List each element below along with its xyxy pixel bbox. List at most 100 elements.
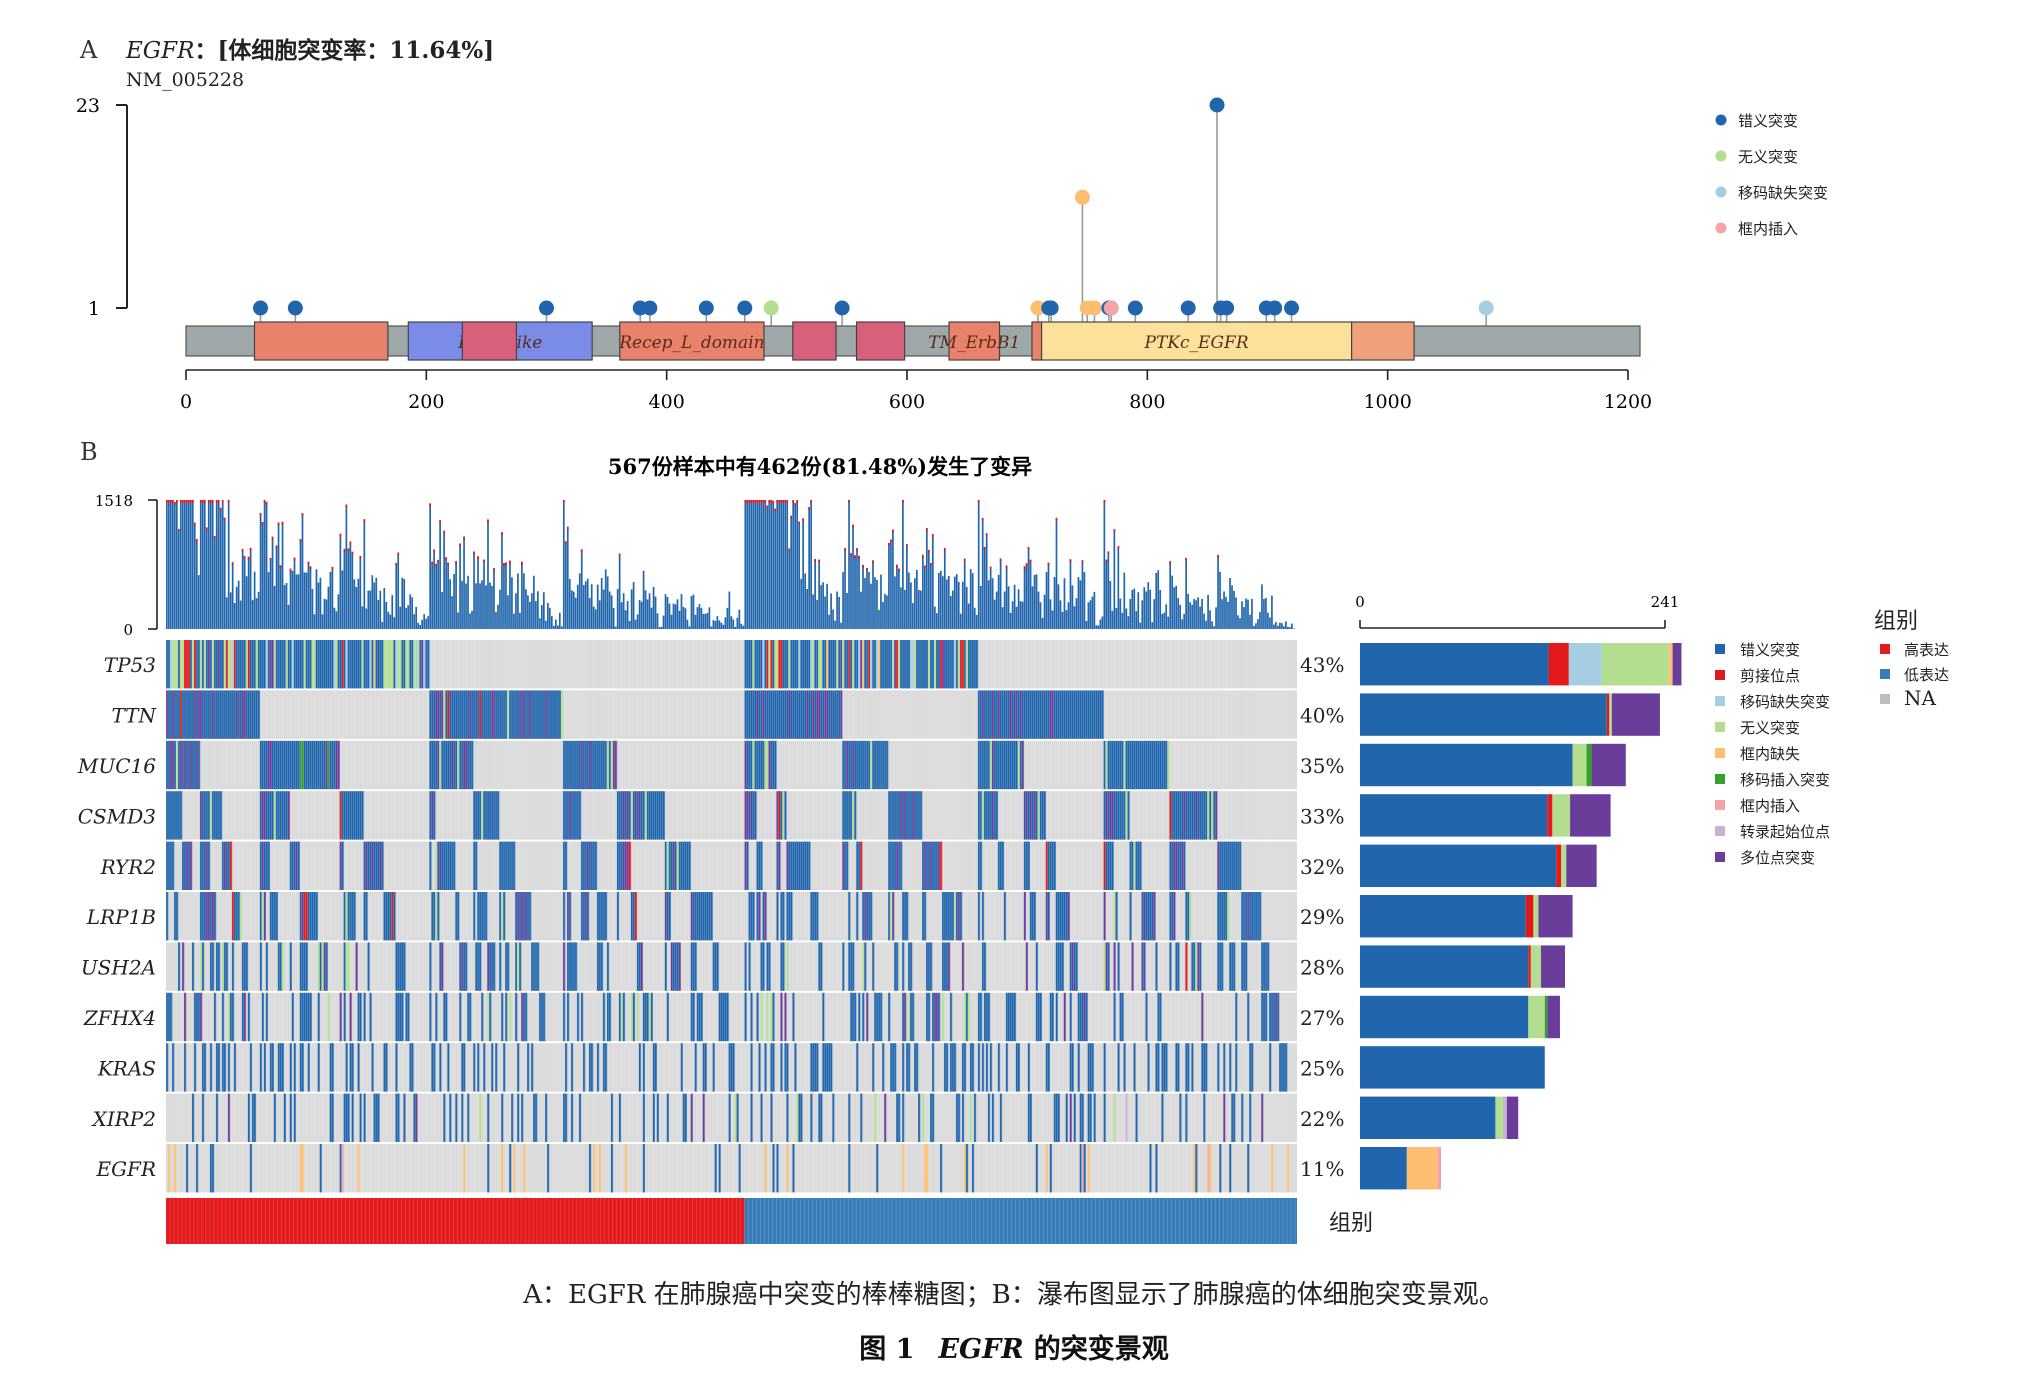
oncoplot-cell	[941, 892, 945, 941]
oncoplot-cell	[798, 841, 801, 890]
tmb-bar	[810, 500, 812, 629]
oncoplot-cell	[439, 942, 442, 991]
oncoplot-cell	[281, 640, 284, 689]
oncoplot-cell	[1025, 942, 1029, 991]
oncoplot-cell	[1149, 892, 1152, 941]
tmb-bar	[323, 598, 326, 629]
oncoplot-cell	[1047, 690, 1050, 739]
tmb-bar	[652, 586, 655, 629]
tmb-bar	[1241, 601, 1243, 629]
oncoplot-cell	[634, 791, 638, 840]
oncoplot-cell	[349, 791, 352, 840]
oncoplot-cell	[475, 841, 478, 890]
side-bar-segment	[1360, 643, 1549, 686]
tmb-bar-cap	[209, 500, 212, 503]
tmb-bar	[1263, 599, 1265, 629]
oncoplot-cell	[1193, 942, 1196, 991]
oncoplot-cell	[1075, 690, 1078, 739]
tmb-bar	[329, 571, 332, 629]
oncoplot-cell	[487, 1144, 490, 1193]
oncoplot-cell	[760, 640, 763, 689]
oncoplot-cell	[546, 1144, 550, 1193]
oncoplot-cell	[371, 1043, 374, 1092]
oncoplot-cell	[1007, 992, 1011, 1042]
oncoplot-cell	[495, 791, 498, 840]
oncoplot-cell	[1127, 791, 1130, 840]
oncoplot-cell	[562, 892, 566, 941]
tmb-bar	[445, 557, 447, 629]
tmb-bar	[481, 580, 483, 629]
oncoplot-cell	[265, 992, 269, 1042]
oncoplot-cell	[319, 640, 322, 689]
panel-b: B 567份样本中有462份(81.48%)发生了变异 1518 0 TP53T…	[77, 438, 1949, 1244]
tmb-bar-cap	[187, 500, 190, 503]
oncoplot-cell	[277, 1043, 280, 1092]
tmb-bar	[1107, 551, 1110, 629]
oncoplot-cell	[638, 791, 642, 840]
tmb-bar-cap	[1029, 559, 1032, 563]
oncoplot-cell	[1001, 690, 1005, 739]
oncoplot-cell	[1057, 942, 1060, 991]
tmb-bar	[937, 573, 940, 629]
oncoplot-cell	[1177, 1043, 1180, 1092]
oncoplot-cell	[429, 841, 432, 890]
oncoplot-cell	[166, 791, 169, 840]
oncoplot-cell	[1067, 690, 1070, 739]
tmb-bar	[541, 605, 543, 629]
oncoplot-cell	[291, 992, 294, 1042]
oncoplot-cell	[1155, 942, 1158, 991]
oncoplot-cell	[455, 740, 458, 790]
oncoplot-cell	[409, 640, 412, 689]
oncoplot-cell	[1203, 1043, 1206, 1092]
oncoplot-cell	[890, 640, 893, 689]
oncoplot-cell	[864, 892, 867, 941]
tmb-bar	[515, 593, 517, 629]
oncoplot-cell	[483, 892, 486, 941]
oncoplot-cell	[209, 1043, 213, 1092]
oncoplot-cell	[371, 841, 374, 890]
tmb-bar	[229, 592, 232, 629]
oncoplot-cell	[1107, 942, 1110, 991]
oncoplot-cell	[1263, 992, 1266, 1042]
oncoplot-cell	[959, 892, 963, 941]
oncoplot-cell	[574, 740, 578, 790]
protein-domain	[855, 321, 906, 361]
oncoplot-cell	[965, 640, 969, 689]
oncoplot-cell	[1143, 892, 1146, 941]
oncoplot-cell	[1265, 992, 1268, 1042]
oncoplot-cell	[678, 841, 681, 890]
oncoplot-cell	[1125, 1093, 1128, 1142]
side-bar-segment	[1360, 743, 1573, 787]
oncoplot-cell	[167, 841, 171, 890]
tmb-bar-cap	[772, 500, 775, 504]
oncoplot-cell	[754, 791, 757, 840]
group-legend-swatch	[1880, 694, 1890, 704]
oncoplot-cell	[195, 740, 199, 790]
oncoplot-cell	[876, 640, 879, 689]
oncoplot-cell	[650, 992, 654, 1042]
oncoplot-cell	[780, 942, 783, 991]
oncoplot-cell	[395, 1043, 398, 1092]
oncoplot-cell	[784, 791, 787, 840]
oncoplot-cell	[588, 841, 592, 890]
oncoplot-cell	[921, 841, 925, 890]
oncoplot-cell	[471, 740, 474, 790]
tmb-bar	[345, 504, 348, 629]
oncoplot-cell	[223, 841, 227, 890]
oncoplot-cell	[814, 1043, 817, 1092]
tmb-bar	[836, 591, 838, 629]
group-legend-title: 组别	[1874, 609, 1918, 634]
oncoplot-cell	[369, 841, 372, 890]
oncoplot-cell	[878, 640, 881, 689]
oncoplot-cell	[1117, 1043, 1120, 1092]
oncoplot-cell	[1193, 791, 1196, 840]
oncoplot-cell	[461, 1043, 464, 1092]
tmb-bar	[872, 560, 874, 629]
tmb-bar	[834, 620, 836, 629]
oncoplot-cell	[1003, 740, 1007, 790]
tmb-bar	[772, 500, 775, 629]
oncoplot-cell	[1039, 791, 1042, 840]
oncoplot-cell	[303, 992, 306, 1042]
oncoplot-cell	[957, 892, 961, 941]
oncoplot-cell	[189, 640, 193, 689]
